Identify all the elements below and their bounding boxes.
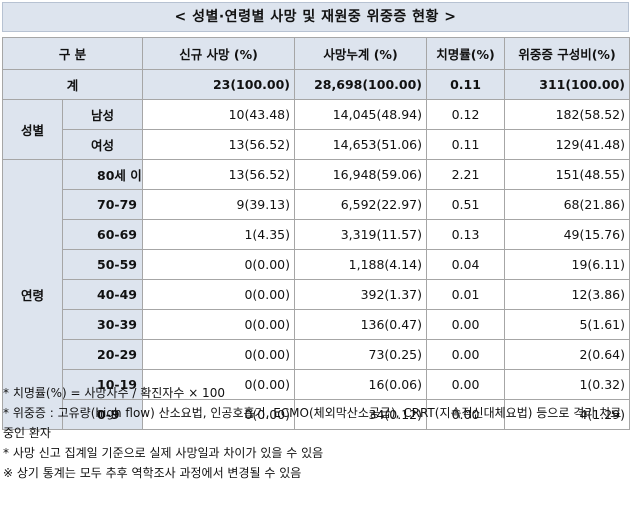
header-fatality-rate: 치명률(%) (426, 37, 506, 70)
table-row: 연령 80세 이상 13(56.52) 16,948(59.06) 2.21 1… (2, 159, 631, 430)
table-row: 50-59 0(0.00) 1,188(4.14) 0.04 19(6.11) (3, 249, 631, 280)
row-cum: 1,188(4.14) (294, 249, 428, 280)
row-new: 0(0.00) (142, 249, 296, 280)
row-category: 70-79 (61, 189, 144, 220)
row-new: 0(0.00) (142, 309, 296, 340)
row-cum: 34(0.12) (294, 399, 428, 430)
table-row: 성별 남성 10(43.48) 14,045(48.94) 0.12 182(5… (2, 99, 631, 160)
footnote: * 위중증 : 고유량(high flow) 산소요법, 인공호흡기, ECMO… (3, 406, 622, 440)
row-cum: 16,948(59.06) (294, 159, 428, 190)
row-severe: 12(3.86) (504, 279, 631, 310)
table-row: 30-39 0(0.00) 136(0.47) 0.00 5(1.61) (3, 309, 631, 340)
row-cfr: 0.11 (426, 129, 506, 160)
row-severe: 19(6.11) (504, 249, 631, 280)
row-category: 60-69 (61, 219, 144, 250)
total-new: 23(100.00) (142, 69, 296, 100)
row-category: 50-59 (61, 249, 144, 280)
group-age: 연령 (2, 159, 63, 430)
row-cum: 14,653(51.06) (294, 129, 428, 160)
row-cfr: 0.13 (426, 219, 506, 250)
row-category: 10-19 (61, 369, 144, 400)
row-new: 9(39.13) (142, 189, 296, 220)
header-new-deaths: 신규 사망 (%) (142, 37, 296, 70)
table-row: 10-19 0(0.00) 16(0.06) 0.00 1(0.32) (3, 369, 631, 400)
row-category: 여성 (61, 129, 144, 160)
row-cum: 3,319(11.57) (294, 219, 428, 250)
row-cfr: 0.00 (426, 339, 506, 370)
table-row: 여성 13(56.52) 14,653(51.06) 0.11 129(41.4… (3, 129, 631, 160)
row-cum: 73(0.25) (294, 339, 428, 370)
row-severe: 151(48.55) (504, 159, 631, 190)
row-cum: 14,045(48.94) (294, 99, 428, 130)
row-cfr: 0.04 (426, 249, 506, 280)
row-severe: 68(21.86) (504, 189, 631, 220)
row-severe: 2(0.64) (504, 339, 631, 370)
row-severe: 182(58.52) (504, 99, 631, 130)
row-new: 1(4.35) (142, 219, 296, 250)
footnote: * 치명률(%) = 사망자수 / 확진자수 × 100 (3, 386, 225, 400)
row-cfr: 0.01 (426, 279, 506, 310)
table-row: 0-9 0(0.00) 34(0.12) 0.00 4(1.29) (3, 399, 631, 430)
row-new: 10(43.48) (142, 99, 296, 130)
row-cfr: 0.12 (426, 99, 506, 130)
group-sex: 성별 (2, 99, 63, 160)
total-cum: 28,698(100.00) (294, 69, 428, 100)
row-new: 0(0.00) (142, 399, 296, 430)
footnotes: * 치명률(%) = 사망자수 / 확진자수 × 100 * 위중증 : 고유량… (3, 383, 630, 483)
death-statistics-table: 구 분 신규 사망 (%) 사망누계 (%) 치명률(%) 위중증 구성비(%)… (1, 37, 631, 430)
row-cum: 6,592(22.97) (294, 189, 428, 220)
row-severe: 4(1.29) (504, 399, 631, 430)
table-row: 40-49 0(0.00) 392(1.37) 0.01 12(3.86) (3, 279, 631, 310)
table-title: < 성별·연령별 사망 및 재원중 위중증 현황 > (2, 2, 629, 32)
row-severe: 1(0.32) (504, 369, 631, 400)
row-category: 80세 이상 (61, 159, 144, 190)
row-category: 남성 (61, 99, 144, 130)
row-severe: 129(41.48) (504, 129, 631, 160)
header-severe-ratio: 위중증 구성비(%) (504, 37, 631, 70)
table-row: 70-79 9(39.13) 6,592(22.97) 0.51 68(21.8… (3, 189, 631, 220)
row-cfr: 0.51 (426, 189, 506, 220)
total-row: 계 23(100.00) 28,698(100.00) 0.11 311(100… (1, 69, 631, 100)
row-new: 13(56.52) (142, 129, 296, 160)
row-cum: 392(1.37) (294, 279, 428, 310)
header-row: 구 분 신규 사망 (%) 사망누계 (%) 치명률(%) 위중증 구성비(%) (1, 37, 631, 70)
row-category: 40-49 (61, 279, 144, 310)
row-new: 0(0.00) (142, 339, 296, 370)
row-severe: 49(15.76) (504, 219, 631, 250)
row-cfr: 0.00 (426, 399, 506, 430)
footnote: ※ 상기 통계는 모두 추후 역학조사 과정에서 변경될 수 있음 (3, 466, 302, 480)
row-cum: 136(0.47) (294, 309, 428, 340)
total-label: 계 (1, 69, 144, 100)
row-cfr: 0.00 (426, 309, 506, 340)
total-cfr: 0.11 (426, 69, 506, 100)
row-category: 0-9 (61, 399, 144, 430)
header-cumulative-deaths: 사망누계 (%) (294, 37, 428, 70)
row-severe: 5(1.61) (504, 309, 631, 340)
total-severe: 311(100.00) (504, 69, 631, 100)
row-new: 0(0.00) (142, 369, 296, 400)
table-row: 60-69 1(4.35) 3,319(11.57) 0.13 49(15.76… (3, 219, 631, 250)
header-category: 구 분 (1, 37, 144, 70)
row-category: 20-29 (61, 339, 144, 370)
footnote: * 사망 신고 집계일 기준으로 실제 사망일과 차이가 있을 수 있음 (3, 446, 324, 460)
table-row: 20-29 0(0.00) 73(0.25) 0.00 2(0.64) (3, 339, 631, 370)
row-new: 0(0.00) (142, 279, 296, 310)
row-category: 30-39 (61, 309, 144, 340)
row-cfr: 2.21 (426, 159, 506, 190)
row-new: 13(56.52) (142, 159, 296, 190)
